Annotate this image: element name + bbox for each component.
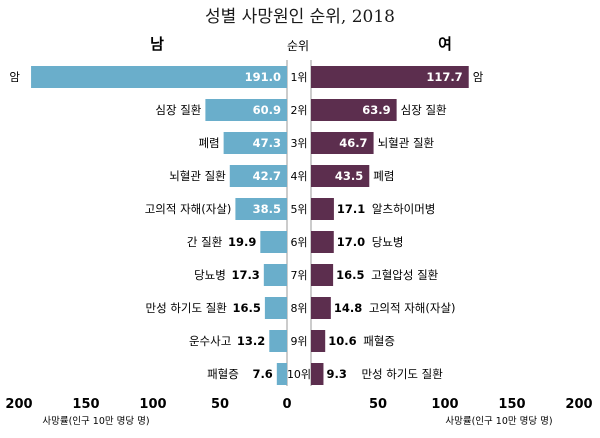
female-cause-label: 알츠하이머병 [372, 202, 435, 216]
female-cause-label: 고의적 자해(자살) [369, 301, 456, 315]
female-cause-label: 고혈압성 질환 [371, 268, 439, 282]
female-value-label: 117.7 [426, 70, 462, 84]
female-cause-label: 만성 하기도 질환 [361, 367, 443, 381]
male-bar [264, 297, 287, 319]
axis-layer: 200 150 100 50 0 50 100 150 200 [5, 397, 592, 412]
female-bar [311, 264, 334, 286]
male-bar [276, 363, 287, 385]
male-value-label: 42.7 [253, 169, 281, 183]
male-cause-label: 만성 하기도 질환 [146, 301, 228, 315]
rank-label: 4위 [290, 170, 307, 183]
axis-tick-label: 200 [565, 397, 592, 412]
male-value-label: 13.2 [237, 334, 265, 348]
rank-label: 10위 [287, 368, 311, 381]
male-cause-label: 암 [9, 70, 20, 84]
male-cause-label: 당뇨병 [194, 268, 226, 282]
chart-title: 성별 사망원인 순위, 2018 [205, 7, 395, 27]
rank-label: 6위 [290, 236, 307, 249]
rank-label: 3위 [290, 137, 307, 150]
axis-tick-label: 50 [369, 397, 387, 412]
female-bar [311, 165, 370, 187]
female-cause-label: 뇌혈관 질환 [378, 136, 435, 150]
female-cause-label: 암 [473, 70, 484, 84]
female-value-label: 10.6 [328, 334, 356, 348]
rank-label: 5위 [290, 203, 307, 216]
male-unit-label: 사망률(인구 10만 명당 명) [42, 416, 149, 427]
rank-label: 7위 [290, 269, 307, 282]
female-bar [311, 330, 326, 352]
male-value-label: 191.0 [245, 70, 281, 84]
axis-tick-label: 150 [72, 397, 99, 412]
male-cause-label: 운수사고 [189, 334, 231, 348]
male-value-label: 17.3 [231, 268, 259, 282]
male-header: 남 [150, 35, 164, 53]
female-value-label: 63.9 [362, 103, 390, 117]
male-value-label: 47.3 [253, 136, 281, 150]
male-bar [31, 66, 288, 88]
female-bar [311, 297, 331, 319]
male-cause-label: 고의적 자해(자살) [145, 202, 232, 216]
female-bar [311, 132, 374, 154]
male-cause-label: 패혈증 [207, 367, 239, 381]
female-bar [311, 363, 324, 385]
female-value-label: 43.5 [335, 169, 363, 183]
female-header: 여 [438, 35, 452, 53]
female-cause-label: 당뇨병 [372, 235, 404, 249]
female-cause-label: 심장 질환 [401, 103, 447, 117]
axis-tick-label: 100 [431, 397, 458, 412]
male-value-label: 16.5 [233, 301, 261, 315]
male-cause-label: 폐렴 [198, 136, 219, 150]
axis-tick-label: 0 [282, 397, 291, 412]
male-bar [260, 231, 287, 253]
female-value-label: 16.5 [336, 268, 364, 282]
female-value-label: 9.3 [326, 367, 346, 381]
axis-tick-label: 100 [139, 397, 166, 412]
rank-label: 8위 [290, 302, 307, 315]
female-bar [311, 231, 334, 253]
female-value-label: 17.0 [337, 235, 365, 249]
female-value-label: 17.1 [337, 202, 365, 216]
female-cause-label: 패혈증 [363, 334, 395, 348]
male-bar [235, 198, 287, 220]
axis-tick-label: 200 [5, 397, 32, 412]
male-value-label: 38.5 [253, 202, 281, 216]
female-bar [311, 66, 469, 88]
rank-label: 2위 [290, 104, 307, 117]
axis-tick-label: 150 [498, 397, 525, 412]
female-bar [311, 198, 334, 220]
rank-label: 9위 [290, 335, 307, 348]
male-bar [263, 264, 287, 286]
female-value-label: 14.8 [334, 301, 362, 315]
male-cause-label: 심장 질환 [155, 103, 201, 117]
female-cause-label: 폐렴 [373, 169, 394, 183]
male-value-label: 19.9 [228, 235, 256, 249]
axis-tick-label: 50 [211, 397, 229, 412]
female-bar [311, 99, 397, 121]
male-value-label: 60.9 [253, 103, 281, 117]
rank-label: 1위 [290, 71, 307, 84]
male-bar [229, 165, 287, 187]
female-unit-label: 사망률(인구 10만 명당 명) [445, 416, 552, 427]
male-value-label: 7.6 [252, 367, 272, 381]
rank-header: 순위 [287, 39, 309, 53]
female-value-label: 46.7 [339, 136, 367, 150]
bars-layer: 1위 2위 3위 4위 5위 6위 7위 8위 9위 10위 191.0 암 60.9 심장 질환 47.3… [9, 66, 484, 385]
male-bar [223, 132, 287, 154]
male-bar [269, 330, 287, 352]
male-bar [205, 99, 287, 121]
male-cause-label: 뇌혈관 질환 [169, 169, 226, 183]
male-cause-label: 간 질환 [187, 235, 223, 249]
